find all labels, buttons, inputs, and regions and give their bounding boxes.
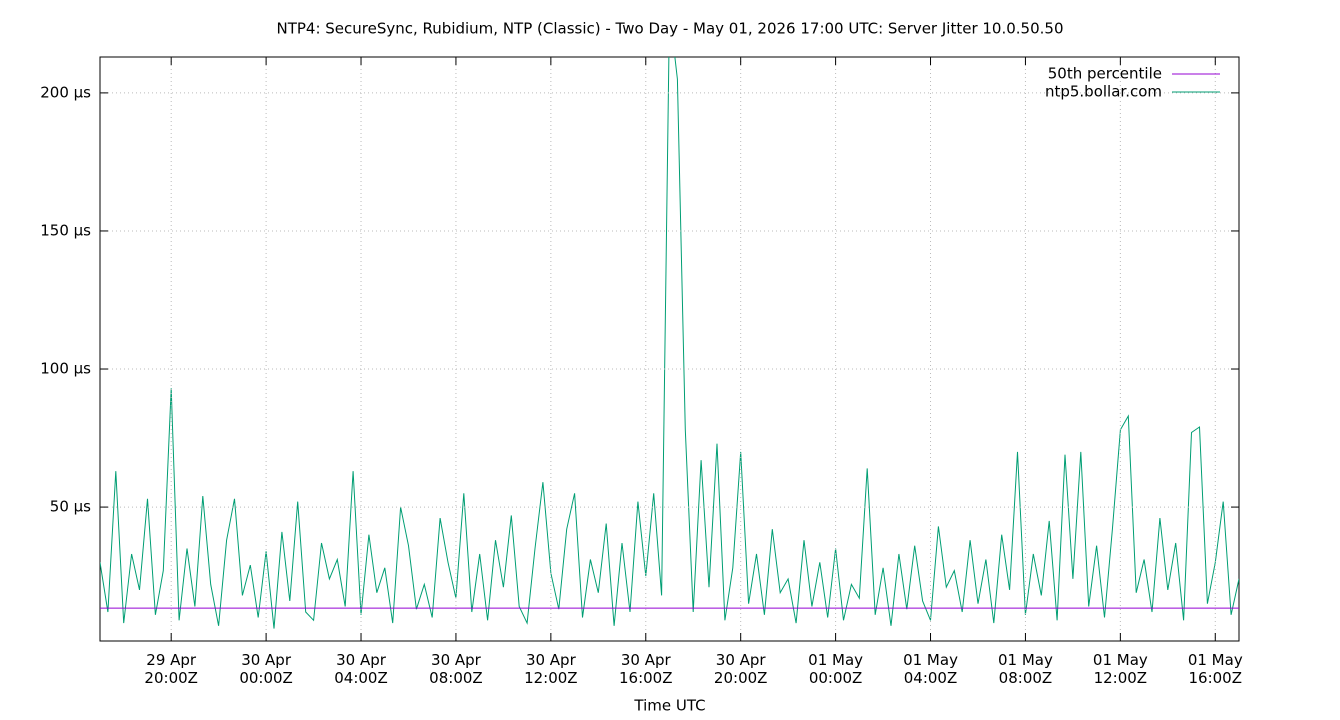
legend-label: ntp5.bollar.com bbox=[1045, 83, 1162, 101]
plot-frame bbox=[99, 56, 1240, 642]
x-tick-label: 01 May 00:00Z bbox=[808, 651, 864, 687]
x-tick-label: 29 Apr 20:00Z bbox=[144, 651, 198, 687]
y-tick-label: 150 µs bbox=[40, 221, 91, 239]
x-tick-label: 01 May 08:00Z bbox=[998, 651, 1053, 687]
y-tick-label: 50 µs bbox=[50, 498, 91, 516]
x-axis-label: Time UTC bbox=[633, 697, 705, 715]
plot-area bbox=[100, 57, 1239, 629]
x-tick-label: 30 Apr 12:00Z bbox=[524, 651, 578, 687]
x-tick-label: 30 Apr 04:00Z bbox=[334, 651, 388, 687]
x-tick-label: 30 Apr 00:00Z bbox=[239, 651, 293, 687]
x-tick-label: 01 May 16:00Z bbox=[1187, 651, 1243, 687]
series-line bbox=[100, 57, 1239, 629]
legend-label: 50th percentile bbox=[1048, 65, 1162, 83]
x-tick-label: 01 May 12:00Z bbox=[1092, 651, 1148, 687]
x-tick-label: 30 Apr 20:00Z bbox=[713, 651, 768, 687]
x-tick-label: 01 May 04:00Z bbox=[903, 651, 958, 687]
x-tick-label: 30 Apr 16:00Z bbox=[619, 651, 673, 687]
y-tick-label: 100 µs bbox=[40, 360, 91, 378]
y-tick-label: 200 µs bbox=[40, 83, 91, 101]
x-tick-label: 30 Apr 08:00Z bbox=[429, 651, 483, 687]
chart-title: NTP4: SecureSync, Rubidium, NTP (Classic… bbox=[276, 20, 1063, 38]
